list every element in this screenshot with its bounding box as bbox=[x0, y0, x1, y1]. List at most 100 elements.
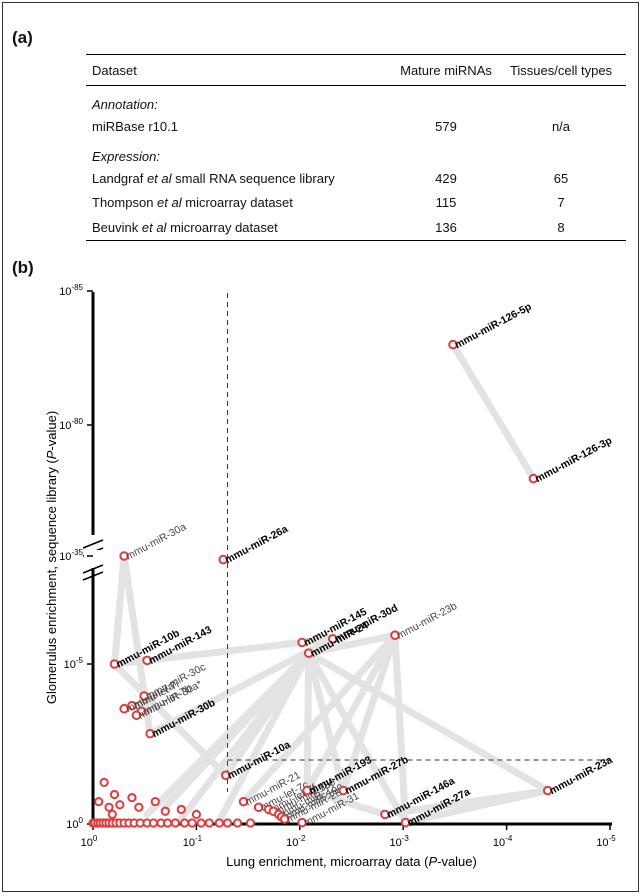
data-point bbox=[131, 710, 142, 721]
data-point bbox=[220, 770, 231, 781]
connection-line bbox=[110, 552, 128, 668]
point-label: mmu-miR-23b bbox=[395, 600, 459, 642]
data-point bbox=[238, 796, 249, 807]
background-point bbox=[170, 818, 180, 828]
background-point bbox=[214, 818, 224, 828]
data-point bbox=[119, 551, 129, 561]
connection-line bbox=[240, 631, 399, 806]
mature-count: 579 bbox=[435, 118, 457, 134]
data-point bbox=[390, 630, 400, 641]
tissue-count: 8 bbox=[496, 214, 626, 241]
section-expression: Expression: bbox=[86, 138, 626, 166]
data-point bbox=[448, 339, 458, 350]
mature-count: 429 bbox=[435, 170, 457, 186]
panel-b-label: (b) bbox=[12, 258, 34, 277]
table-row: Beuvink et al microarray dataset 136 8 bbox=[86, 214, 626, 241]
data-point bbox=[303, 648, 314, 659]
y-tick-label: 10-85 bbox=[59, 283, 83, 298]
tissue-count: 65 bbox=[553, 170, 569, 186]
axes bbox=[82, 290, 612, 830]
background-point bbox=[99, 777, 109, 787]
table-row: Thompson et al microarray dataset 115 7 bbox=[86, 190, 626, 214]
connection-line bbox=[174, 649, 313, 827]
x-tick-label: 10-2 bbox=[286, 834, 306, 849]
mature-count: 115 bbox=[435, 194, 457, 210]
panel-a-label: (a) bbox=[12, 28, 33, 47]
data-point bbox=[142, 655, 152, 666]
connection-line bbox=[215, 649, 313, 825]
header-dataset: Dataset bbox=[86, 54, 396, 86]
background-point bbox=[109, 789, 120, 800]
background-point bbox=[232, 818, 243, 828]
background-point bbox=[107, 809, 117, 819]
x-tick-label: 100 bbox=[81, 834, 98, 849]
data-point bbox=[145, 728, 155, 739]
background-point bbox=[160, 806, 170, 816]
background-point bbox=[196, 818, 206, 828]
point-label: mmu-miR-126-5p bbox=[453, 301, 534, 352]
connection-line bbox=[120, 552, 154, 738]
background-point bbox=[245, 818, 256, 828]
background-points bbox=[88, 777, 256, 828]
background-point bbox=[180, 818, 190, 828]
background-point bbox=[187, 818, 197, 828]
background-point bbox=[127, 793, 137, 803]
data-point bbox=[380, 809, 390, 820]
data-point bbox=[297, 817, 307, 828]
connection-line bbox=[339, 631, 399, 795]
point-label: mmu-miR-30a bbox=[124, 521, 188, 563]
background-point bbox=[94, 797, 104, 807]
data-point bbox=[119, 703, 129, 714]
connection-line bbox=[146, 635, 337, 738]
tissue-count: n/a bbox=[551, 118, 571, 134]
y-tick-label: 10-80 bbox=[59, 417, 83, 432]
data-point bbox=[139, 691, 149, 701]
axis-text: 100 10-5 10-35 10-80 10-85 100 10-1 10-2 10-3 10-… bbox=[44, 283, 616, 869]
connection-line bbox=[305, 649, 347, 795]
dataset-table: Dataset Mature miRNAs Tissues/cell types… bbox=[86, 54, 626, 241]
point-label: mmu-miR-26a bbox=[223, 523, 290, 566]
data-point bbox=[302, 785, 312, 796]
dataset-name: Landgraf et al small RNA sequence librar… bbox=[92, 170, 335, 186]
background-point bbox=[115, 800, 125, 810]
header-tissues: Tissues/cell types bbox=[496, 54, 626, 86]
dataset-name: miRBase r10.1 bbox=[92, 118, 178, 134]
connection-line bbox=[305, 649, 552, 795]
data-point bbox=[400, 817, 411, 828]
background-point bbox=[150, 797, 160, 807]
data-point bbox=[127, 700, 137, 711]
background-point bbox=[204, 818, 214, 828]
data-point bbox=[327, 634, 338, 644]
y-tick-label: 10-5 bbox=[64, 656, 84, 671]
background-point bbox=[162, 818, 173, 828]
connection-line bbox=[449, 341, 537, 483]
x-tick-label: 10-4 bbox=[493, 834, 513, 849]
connection-lines bbox=[110, 341, 552, 827]
data-point bbox=[297, 637, 307, 648]
background-point bbox=[222, 818, 233, 828]
section-annotation: Annotation: bbox=[86, 86, 626, 115]
data-point bbox=[528, 473, 539, 484]
y-tick-label: 10-35 bbox=[59, 548, 83, 563]
background-point bbox=[104, 802, 114, 812]
connection-line bbox=[305, 649, 410, 827]
dataset-name: Thompson et al microarray dataset bbox=[92, 194, 293, 210]
data-point bbox=[109, 659, 120, 669]
dataset-name: Beuvink et al microarray dataset bbox=[86, 214, 396, 241]
x-tick-label: 10-1 bbox=[183, 834, 203, 849]
header-mature-mirnas: Mature miRNAs bbox=[396, 54, 496, 86]
tissue-count: 7 bbox=[557, 194, 565, 210]
point-label: mmu-miR-126-3p bbox=[533, 435, 614, 486]
section-title: Expression: bbox=[92, 149, 160, 164]
background-point bbox=[191, 809, 201, 819]
data-point bbox=[218, 554, 229, 565]
y-axis-title: Glomerulus enrichment, sequence library … bbox=[44, 411, 59, 704]
connection-line bbox=[303, 649, 313, 795]
axis-break-gap bbox=[84, 550, 104, 564]
data-point bbox=[253, 802, 264, 813]
connection-line bbox=[381, 787, 552, 818]
connection-line bbox=[303, 787, 389, 818]
table-row: Landgraf et al small RNA sequence librar… bbox=[86, 166, 626, 190]
